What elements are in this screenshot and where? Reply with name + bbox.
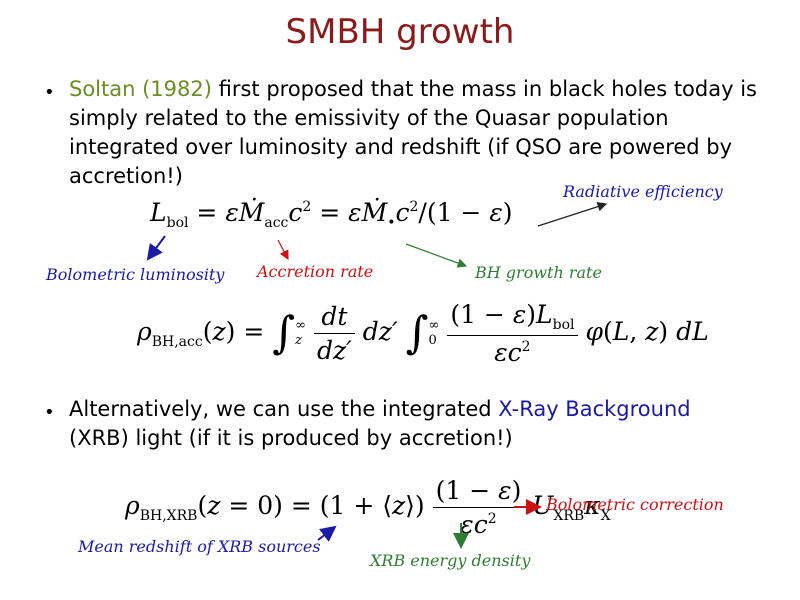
luminosity-equation: Lbol = εṀaccc2 = εṀ•c2/(1 − ε) <box>150 198 513 231</box>
accretion-rate-arrow <box>277 239 289 261</box>
bh-growth-rate-label: BH growth rate <box>475 263 602 282</box>
accretion-rate-label: Accretion rate <box>257 262 374 281</box>
radiative-efficiency-arrow <box>537 202 608 227</box>
xrb-energy-density-label: XRB energy density <box>370 551 531 570</box>
xrb-density-equation: ρBH,XRB(z = 0) = (1 + ⟨z⟩) (1 − ε) εc2 UX… <box>125 476 611 539</box>
bullet-2-line-2: (XRB) light (if it is produced by accret… <box>69 426 513 450</box>
bullet-1-marker: • <box>44 82 55 103</box>
slide-title: SMBH growth <box>285 12 515 52</box>
bullet-1-line-3: integrated over luminosity and redshift … <box>69 135 733 159</box>
bolometric-luminosity-label: Bolometric luminosity <box>46 265 225 284</box>
mean-redshift-label: Mean redshift of XRB sources <box>78 537 321 556</box>
bh-growth-rate-arrow <box>405 243 468 268</box>
bh-density-equation: ρBH,acc(z) = ∫∞ z dt dz′ dz′ ∫∞ 0 (1 − ε)Lb… <box>137 300 709 367</box>
radiative-efficiency-label: Radiative efficiency <box>563 182 723 201</box>
bolometric-luminosity-arrow <box>146 235 166 261</box>
bullet-2-text: Alternatively, we can use the integrated… <box>69 395 769 453</box>
bullet-1-line-4: accretion!) <box>69 164 183 188</box>
mean-redshift-arrow <box>317 525 337 542</box>
bullet-1-text: Soltan (1982) first proposed that the ma… <box>69 75 769 191</box>
bullet-2-line-1: Alternatively, we can use the integrated <box>69 397 499 421</box>
bullet-2-marker: • <box>44 402 55 423</box>
bullet-1-line-1: first proposed that the mass in black ho… <box>211 77 757 101</box>
soltan-citation: Soltan (1982) <box>69 77 212 101</box>
bullet-1-line-2: simply related to the emissivity of the … <box>69 106 669 130</box>
bolometric-correction-label: Bolometric correction <box>546 495 724 514</box>
xray-background-highlight: X-Ray Background <box>498 397 691 421</box>
